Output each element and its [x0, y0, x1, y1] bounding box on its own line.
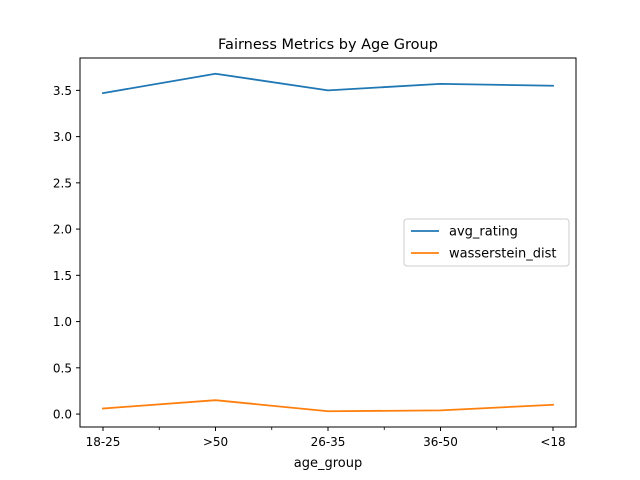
chart-title: Fairness Metrics by Age Group: [218, 37, 438, 53]
legend-label-avg-rating: avg_rating: [449, 225, 518, 240]
x-tick-label: >50: [203, 435, 228, 449]
y-tick-label: 3.0: [53, 130, 72, 144]
x-tick-label: 26-35: [311, 435, 346, 449]
x-tick-label: <18: [540, 435, 565, 449]
series-line-avg-rating: [101, 72, 554, 95]
legend-label-wasserstein-dist: wasserstein_dist: [449, 247, 556, 262]
series-line-wasserstein-dist: [102, 399, 554, 413]
y-tick-label: 0.5: [53, 361, 72, 375]
y-tick-label: 1.0: [53, 315, 72, 329]
x-axis-label: age_group: [294, 456, 362, 471]
y-tick-label: 1.5: [53, 269, 72, 283]
x-tick-label: 18-25: [86, 435, 121, 449]
legend-box: [403, 218, 570, 267]
y-axis: 0.0 0.5 1.0 1.5 2.0 2.5 3.0 3.5: [53, 84, 80, 422]
y-tick-label: 2.5: [53, 176, 72, 190]
legend: avg_rating wasserstein_dist: [403, 218, 570, 267]
x-tick-label: 36-50: [423, 435, 458, 449]
plot-area: [101, 72, 554, 413]
y-tick-label: 0.0: [53, 408, 72, 422]
y-tick-label: 2.0: [53, 223, 72, 237]
x-axis: 18-25 >50 26-35 36-50 <18: [86, 427, 566, 449]
y-tick-label: 3.5: [53, 84, 72, 98]
